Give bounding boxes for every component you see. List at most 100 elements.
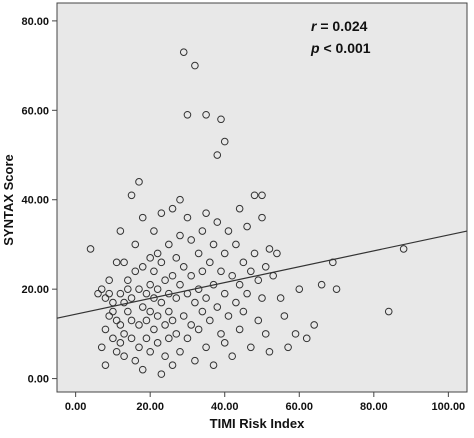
data-point xyxy=(97,285,106,293)
data-point xyxy=(235,204,244,213)
data-point xyxy=(168,204,177,213)
data-point xyxy=(146,254,154,262)
data-point xyxy=(142,316,151,325)
data-point xyxy=(261,263,270,271)
data-point xyxy=(198,307,207,316)
regression-line xyxy=(56,230,468,319)
data-point xyxy=(127,334,136,343)
data-point xyxy=(109,334,117,343)
data-point xyxy=(97,343,106,352)
data-point xyxy=(224,227,233,235)
data-point xyxy=(168,361,177,369)
data-point xyxy=(153,312,162,320)
data-point xyxy=(138,303,147,311)
data-point xyxy=(131,240,140,249)
data-point xyxy=(157,209,166,217)
data-point xyxy=(127,316,136,325)
data-point xyxy=(168,316,177,325)
data-point xyxy=(232,240,240,249)
data-point xyxy=(146,307,154,316)
y-tick-label: 60.00 xyxy=(21,105,49,117)
data-point xyxy=(153,249,162,258)
data-point xyxy=(295,285,304,293)
data-point xyxy=(202,209,210,217)
data-point xyxy=(239,307,248,316)
data-point xyxy=(228,271,236,280)
data-point xyxy=(109,307,117,316)
data-point xyxy=(172,330,181,338)
data-point xyxy=(150,227,158,235)
data-point xyxy=(176,231,184,240)
correlation-annotation: r = 0.024 xyxy=(311,18,368,34)
data-point xyxy=(142,289,151,298)
data-point xyxy=(228,352,236,361)
data-point xyxy=(135,285,143,293)
data-point xyxy=(112,316,121,325)
data-point xyxy=(220,137,229,146)
data-point xyxy=(112,258,121,267)
data-point xyxy=(273,249,281,258)
data-point xyxy=(276,294,285,302)
data-point xyxy=(194,325,203,334)
data-point xyxy=(105,276,113,285)
data-point xyxy=(209,240,218,249)
data-point xyxy=(105,289,113,298)
data-point xyxy=(165,334,173,343)
data-point xyxy=(243,289,251,298)
data-point xyxy=(94,289,102,298)
data-point xyxy=(213,218,222,226)
data-point xyxy=(120,298,128,307)
data-point xyxy=(138,213,147,222)
data-point xyxy=(265,245,274,253)
data-point xyxy=(135,178,143,186)
plot-area xyxy=(56,2,468,393)
x-tick-label: 60.00 xyxy=(286,401,314,413)
data-point xyxy=(86,245,95,253)
data-point xyxy=(165,240,173,249)
data-point xyxy=(220,339,229,347)
data-point xyxy=(165,307,173,316)
data-point xyxy=(135,343,143,352)
data-point xyxy=(176,347,184,356)
y-tick-label: 20.00 xyxy=(21,284,49,296)
data-point xyxy=(198,267,207,276)
data-point xyxy=(280,312,289,320)
data-point xyxy=(202,343,210,352)
data-point xyxy=(254,276,263,285)
data-point xyxy=(127,191,136,200)
data-point xyxy=(220,289,229,298)
data-point xyxy=(112,347,121,356)
data-point xyxy=(187,236,195,244)
data-point xyxy=(213,303,222,311)
data-point xyxy=(232,298,240,307)
data-point xyxy=(131,267,140,276)
data-point xyxy=(191,61,199,70)
data-point xyxy=(183,213,192,222)
data-point xyxy=(250,191,259,200)
data-point xyxy=(258,213,266,222)
data-point xyxy=(220,249,229,258)
data-point xyxy=(153,285,162,293)
y-tick-label: 0.00 xyxy=(28,374,49,386)
data-point xyxy=(101,294,110,302)
data-point xyxy=(258,294,266,302)
data-point xyxy=(191,298,199,307)
data-point xyxy=(243,222,251,231)
data-point xyxy=(202,110,210,119)
data-point xyxy=(332,285,341,293)
data-point xyxy=(209,361,218,369)
data-point xyxy=(116,227,125,235)
data-point xyxy=(146,347,154,356)
data-point xyxy=(384,307,393,316)
data-point xyxy=(124,307,132,316)
data-point xyxy=(250,249,259,258)
data-points xyxy=(86,48,408,378)
data-point xyxy=(284,343,292,352)
data-point xyxy=(261,330,270,338)
data-point xyxy=(265,347,274,356)
data-point xyxy=(179,263,188,271)
data-point xyxy=(168,271,177,280)
data-point xyxy=(101,325,110,334)
data-point xyxy=(150,325,158,334)
